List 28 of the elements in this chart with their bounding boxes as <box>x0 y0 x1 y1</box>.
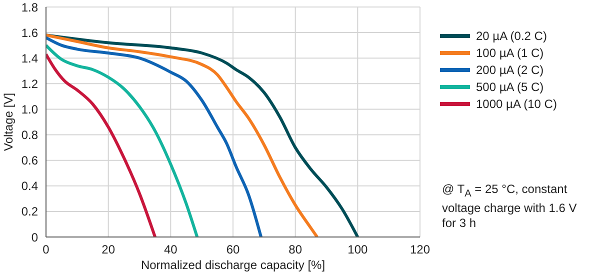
x-tick-label: 60 <box>226 242 240 257</box>
y-tick-label: 1.0 <box>21 102 38 116</box>
y-tick-label: 1.2 <box>21 76 38 91</box>
legend-label: 100 µA (1 C) <box>476 46 544 60</box>
y-tick-label: 0.8 <box>21 128 38 142</box>
y-tick-label: 0.6 <box>21 154 38 168</box>
x-tick-label: 20 <box>102 242 116 257</box>
y-tick-label: 1.8 <box>21 0 38 14</box>
legend-label: 500 µA (5 C) <box>476 80 544 94</box>
x-tick-label: 80 <box>288 242 302 257</box>
y-tick-label: 0.2 <box>21 204 38 219</box>
x-tick-label: 100 <box>348 242 368 257</box>
x-tick-label: 0 <box>42 242 50 257</box>
legend-label: 20 µA (0.2 C) <box>476 28 547 42</box>
line-series <box>46 52 157 237</box>
x-tick-label: 120 <box>410 242 430 257</box>
line-series <box>46 36 263 237</box>
y-tick-label: 0.4 <box>21 179 38 194</box>
y-axis-title: Voltage [V] <box>1 92 16 152</box>
text: @ T$_{A}$ = 25 °C, constant voltage charge with 1.6 V for 3 h <box>442 182 578 232</box>
y-tick-label: 1.6 <box>21 26 38 40</box>
y-tick-label: 0 <box>31 230 38 244</box>
legend-label: 1000 µA (10 C) <box>476 96 557 110</box>
line-series <box>46 44 199 237</box>
legend-label: 200 µA (2 C) <box>476 62 544 76</box>
x-tick-label: 40 <box>164 242 178 257</box>
y-tick-label: 1.4 <box>21 51 38 66</box>
x-axis-title: Normalized discharge capacity [%] <box>140 258 326 272</box>
